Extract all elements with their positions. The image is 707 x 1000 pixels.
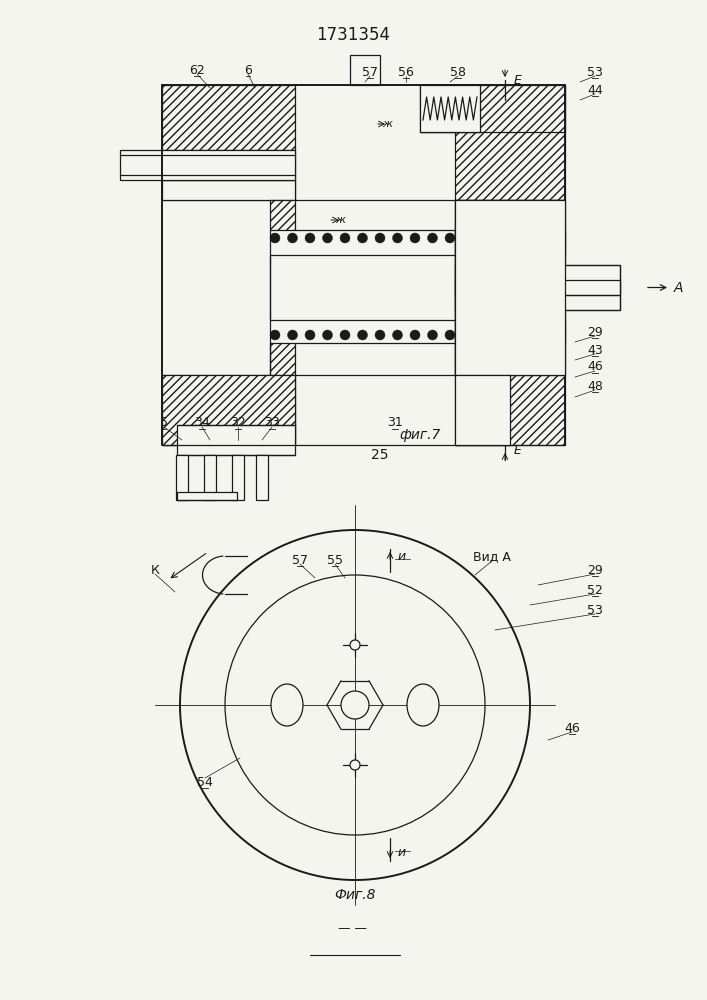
Bar [420, 85, 480, 132]
Text: 43: 43 [587, 344, 603, 357]
Bar [455, 280, 620, 310]
Circle shape [358, 330, 368, 340]
Text: 34: 34 [194, 416, 210, 430]
Circle shape [350, 700, 360, 710]
Bar [162, 180, 295, 200]
Bar [270, 255, 455, 320]
Bar [455, 375, 510, 445]
Text: 29: 29 [587, 564, 603, 576]
Text: Вид А: Вид А [473, 550, 511, 564]
Text: 31: 31 [387, 416, 403, 430]
Text: 25: 25 [371, 448, 389, 462]
Text: 29: 29 [587, 326, 603, 338]
Circle shape [350, 640, 360, 650]
Circle shape [428, 233, 438, 243]
Text: и: и [398, 846, 406, 859]
Circle shape [358, 233, 368, 243]
Circle shape [392, 233, 402, 243]
Polygon shape [455, 200, 565, 375]
Circle shape [375, 330, 385, 340]
Circle shape [392, 330, 402, 340]
Circle shape [225, 575, 485, 835]
Polygon shape [162, 375, 295, 445]
Text: К: К [151, 564, 160, 576]
Bar [256, 455, 268, 500]
Text: Фиг.8: Фиг.8 [334, 888, 375, 902]
Text: 46: 46 [587, 360, 603, 373]
Polygon shape [455, 85, 565, 200]
Text: 52: 52 [587, 584, 603, 596]
Circle shape [350, 760, 360, 770]
Polygon shape [270, 343, 295, 375]
Bar [176, 455, 188, 500]
Circle shape [375, 233, 385, 243]
Bar [350, 55, 380, 85]
Circle shape [428, 330, 438, 340]
Polygon shape [420, 85, 565, 132]
Circle shape [445, 330, 455, 340]
Text: 5: 5 [160, 416, 168, 430]
Text: 53: 53 [587, 603, 603, 616]
Text: 53: 53 [587, 66, 603, 79]
Ellipse shape [271, 684, 303, 726]
Text: 56: 56 [398, 66, 414, 79]
Text: 62: 62 [189, 64, 205, 77]
Text: E: E [514, 444, 522, 456]
Bar [455, 200, 565, 375]
Bar [455, 320, 565, 343]
Text: 46: 46 [564, 722, 580, 734]
Text: 32: 32 [230, 416, 246, 430]
Text: 6: 6 [244, 64, 252, 77]
Circle shape [410, 330, 420, 340]
Polygon shape [455, 375, 565, 445]
Text: фиг.7: фиг.7 [399, 428, 440, 442]
Circle shape [288, 233, 298, 243]
Circle shape [340, 330, 350, 340]
Text: ж: ж [335, 215, 345, 225]
Bar [232, 455, 244, 500]
Circle shape [322, 330, 332, 340]
Bar [204, 455, 216, 500]
Bar [455, 265, 620, 295]
Text: 44: 44 [587, 84, 603, 97]
Text: 57: 57 [362, 66, 378, 79]
Polygon shape [162, 85, 295, 200]
Bar [120, 150, 295, 180]
Text: 55: 55 [327, 554, 343, 566]
Text: 33: 33 [264, 416, 280, 430]
Polygon shape [162, 375, 295, 445]
Bar [177, 492, 237, 500]
Ellipse shape [407, 684, 439, 726]
Circle shape [341, 691, 369, 719]
Text: 1731354: 1731354 [316, 26, 390, 44]
Circle shape [288, 330, 298, 340]
Text: 54: 54 [197, 776, 213, 788]
Circle shape [270, 330, 280, 340]
Circle shape [322, 233, 332, 243]
Text: А: А [673, 280, 683, 294]
Text: 57: 57 [292, 554, 308, 566]
Bar [177, 425, 295, 455]
Text: E: E [514, 74, 522, 87]
Circle shape [270, 233, 280, 243]
Circle shape [305, 330, 315, 340]
Polygon shape [270, 200, 295, 230]
Text: и: и [398, 550, 406, 564]
Text: 58: 58 [450, 66, 466, 79]
Circle shape [445, 233, 455, 243]
Circle shape [410, 233, 420, 243]
Text: ж: ж [382, 119, 392, 129]
Text: 48: 48 [587, 379, 603, 392]
Circle shape [305, 233, 315, 243]
Bar [455, 230, 565, 255]
Text: — —: — — [339, 922, 368, 934]
Circle shape [340, 233, 350, 243]
Circle shape [180, 530, 530, 880]
